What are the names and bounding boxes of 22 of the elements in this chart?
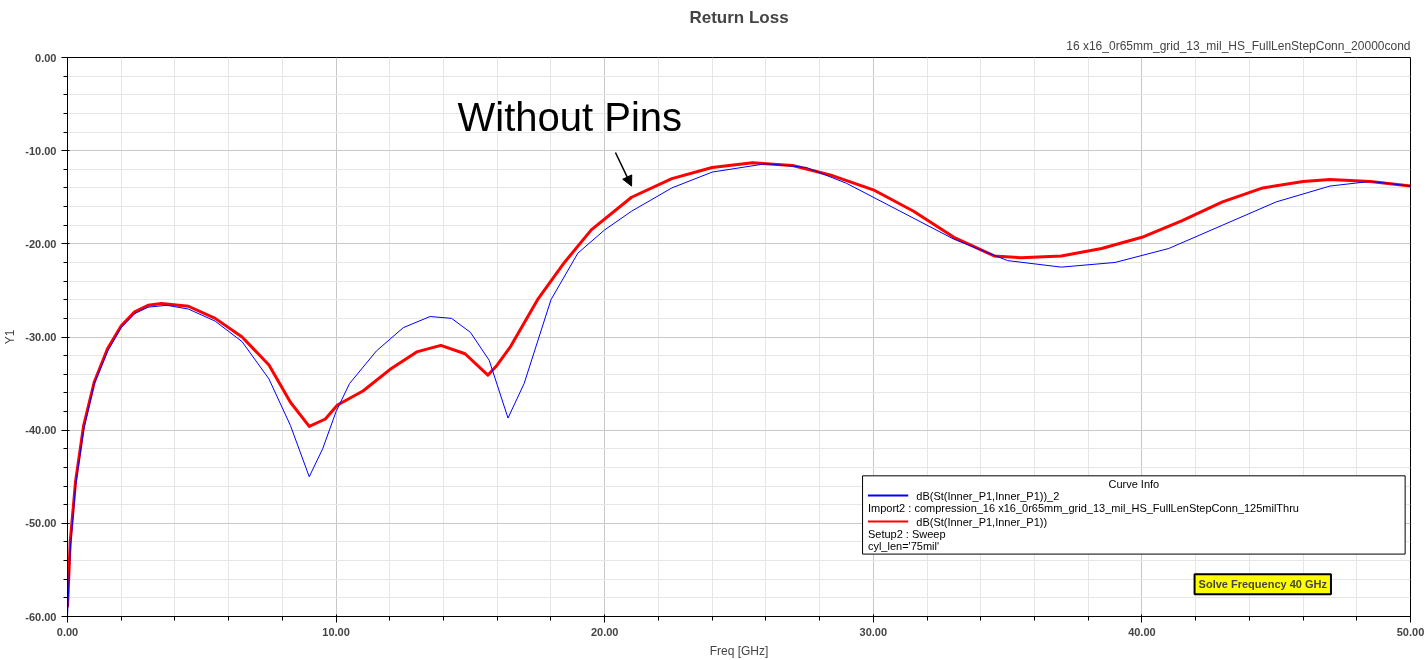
x-tick-label: 20.00 [590, 625, 619, 638]
x-axis-title: Freq [GHz] [709, 643, 769, 658]
y-tick-label: -30.00 [25, 331, 57, 343]
y-tick-label: -60.00 [25, 610, 57, 623]
legend-label: dB(St(Inner_P1,Inner_P1))_2 Import2 : compression_16 x16_0r65mm_grid_13_mil_HS_FullLenStepConn_125milThru [867, 490, 1299, 514]
y-axis-title: Y1 [3, 329, 18, 345]
legend-label: dB(St(Inner_P1,Inner_P1)) Setup2 : Sweep cyl_len='75mil' [867, 516, 1048, 552]
legend-title: Curve Info [1108, 477, 1160, 490]
x-tick-label: 0.00 [56, 625, 79, 638]
annotation: Without Pins [457, 95, 683, 140]
chart-title: Return Loss [689, 7, 789, 27]
x-tick-label: 40.00 [1128, 625, 1156, 638]
x-tick-label: 50.00 [1396, 625, 1425, 638]
x-tick-label: 30.00 [859, 625, 888, 638]
annotation: Solve Frequency 40 GHz [1198, 578, 1328, 591]
chart-subtitle: 16 x16_0r65mm_grid_13_mil_HS_FullLenStepConn_20000cond [1066, 38, 1411, 53]
y-tick-label: -50.00 [25, 517, 57, 530]
y-tick-label: -10.00 [25, 144, 57, 157]
y-tick-label: 0.00 [35, 51, 57, 64]
x-tick-label: 10.00 [322, 625, 350, 638]
y-tick-label: -20.00 [25, 237, 57, 250]
y-tick-label: -40.00 [25, 424, 57, 437]
